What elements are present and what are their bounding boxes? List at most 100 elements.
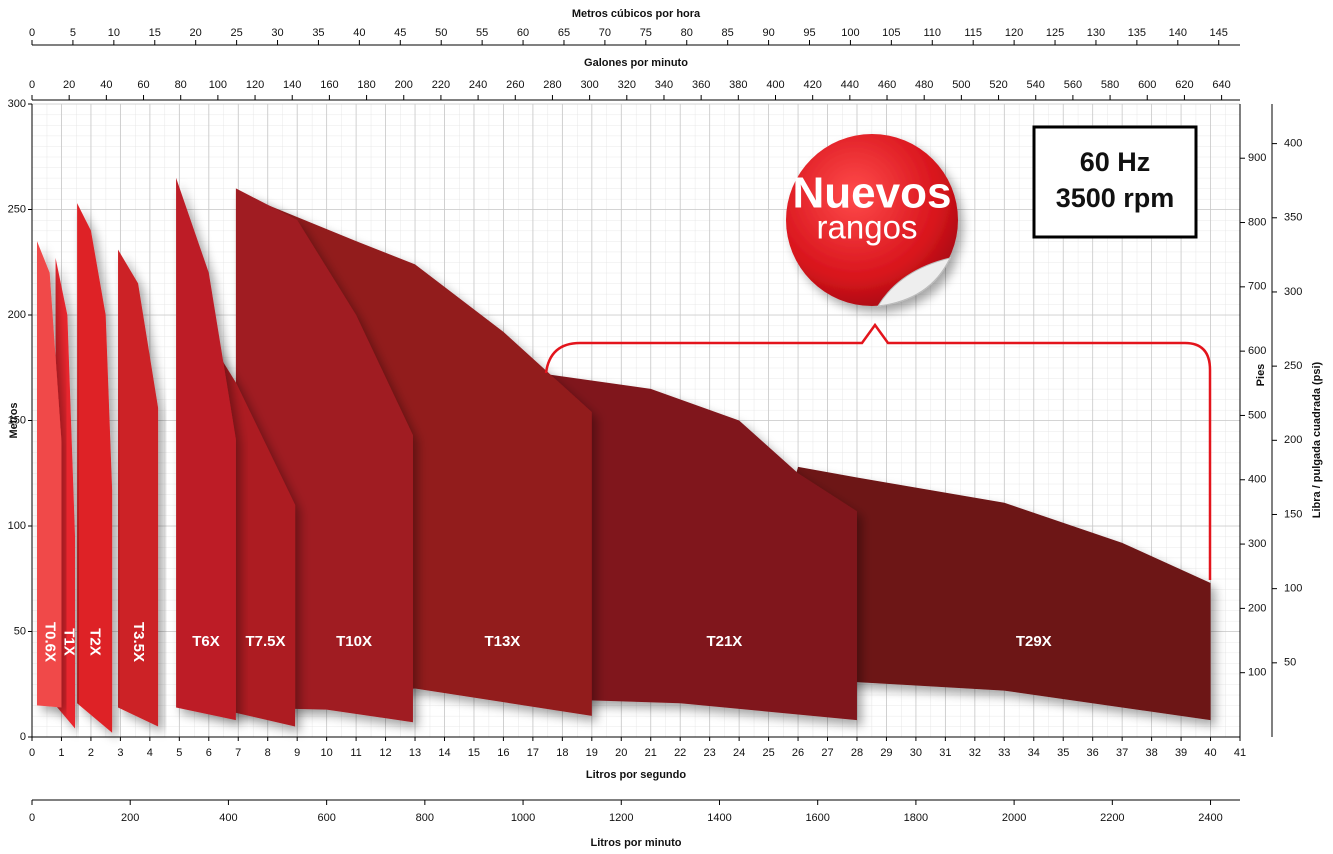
x-tick-label: 28 (851, 747, 863, 759)
top-tick-label: 55 (476, 27, 488, 39)
top-tick-label: 340 (655, 79, 673, 91)
y-tick-label: 200 (8, 309, 26, 321)
top-tick-label: 420 (803, 79, 821, 91)
top-axis-title: Galones por minuto (584, 57, 688, 69)
top-tick-label: 60 (517, 27, 529, 39)
x-tick-label: 22 (674, 747, 686, 759)
badge-line2: rangos (817, 209, 918, 246)
x-tick-label: 35 (1057, 747, 1069, 759)
x-tick-label: 4 (147, 747, 153, 759)
top-tick-label: 220 (432, 79, 450, 91)
bottom2-tick-label: 1800 (904, 812, 928, 824)
top-tick-label: 400 (766, 79, 784, 91)
x-tick-label: 33 (998, 747, 1010, 759)
series-label: T0.6X (41, 622, 58, 662)
top-tick-label: 500 (952, 79, 970, 91)
top-tick-label: 35 (312, 27, 324, 39)
right-tick-label: 800 (1248, 216, 1266, 228)
bottom2-tick-label: 800 (416, 812, 434, 824)
x-tick-label: 34 (1028, 747, 1040, 759)
top-tick-label: 540 (1027, 79, 1045, 91)
top-tick-label: 120 (246, 79, 264, 91)
y-tick-label: 0 (20, 731, 26, 743)
frequency: 60 Hz (1080, 147, 1151, 177)
x-tick-label: 24 (733, 747, 745, 759)
top-tick-label: 65 (558, 27, 570, 39)
x-tick-label: 39 (1175, 747, 1187, 759)
x-tick-label: 40 (1204, 747, 1216, 759)
bottom-axis2-title: Litros por minuto (590, 837, 681, 849)
x-tick-label: 1 (58, 747, 64, 759)
x-tick-label: 14 (438, 747, 450, 759)
top-tick-label: 580 (1101, 79, 1119, 91)
right-tick-label: 100 (1284, 583, 1302, 595)
bottom2-tick-label: 1400 (707, 812, 731, 824)
right-tick-label: 350 (1284, 212, 1302, 224)
bottom2-tick-label: 1200 (609, 812, 633, 824)
x-tick-label: 16 (497, 747, 509, 759)
top-tick-label: 520 (989, 79, 1007, 91)
top-tick-label: 640 (1212, 79, 1230, 91)
x-tick-label: 3 (117, 747, 123, 759)
bottom2-tick-label: 2400 (1198, 812, 1222, 824)
top-tick-label: 125 (1046, 27, 1064, 39)
bottom2-tick-label: 0 (29, 812, 35, 824)
top-tick-label: 620 (1175, 79, 1193, 91)
right-tick-label: 500 (1248, 409, 1266, 421)
right-tick-label: 300 (1248, 538, 1266, 550)
top-tick-label: 145 (1210, 27, 1228, 39)
top-tick-label: 360 (692, 79, 710, 91)
top-tick-label: 100 (209, 79, 227, 91)
y-tick-label: 50 (14, 625, 26, 637)
top-tick-label: 140 (1169, 27, 1187, 39)
speed: 3500 rpm (1056, 183, 1175, 213)
top-tick-label: 20 (190, 27, 202, 39)
x-axis-title: Litros por segundo (586, 769, 687, 781)
series-label: T1X (60, 628, 77, 656)
right-axis-title: Pies (1255, 364, 1267, 387)
x-tick-label: 8 (265, 747, 271, 759)
x-tick-label: 19 (586, 747, 598, 759)
top-tick-label: 5 (70, 27, 76, 39)
top-tick-label: 120 (1005, 27, 1023, 39)
top-tick-label: 80 (681, 27, 693, 39)
top-tick-label: 240 (469, 79, 487, 91)
top-tick-label: 10 (108, 27, 120, 39)
x-tick-label: 13 (409, 747, 421, 759)
top-tick-label: 130 (1087, 27, 1105, 39)
right-tick-label: 150 (1284, 508, 1302, 520)
x-tick-label: 20 (615, 747, 627, 759)
top-tick-label: 75 (640, 27, 652, 39)
y-tick-label: 100 (8, 520, 26, 532)
top-tick-label: 30 (271, 27, 283, 39)
top-tick-label: 45 (394, 27, 406, 39)
top-tick-label: 110 (923, 27, 941, 39)
top-tick-label: 140 (283, 79, 301, 91)
right-tick-label: 900 (1248, 152, 1266, 164)
x-tick-label: 27 (821, 747, 833, 759)
series-label: T10X (336, 633, 372, 650)
x-tick-label: 18 (556, 747, 568, 759)
x-tick-label: 25 (762, 747, 774, 759)
x-tick-label: 9 (294, 747, 300, 759)
top-tick-label: 380 (729, 79, 747, 91)
top-tick-label: 320 (618, 79, 636, 91)
top-tick-label: 80 (175, 79, 187, 91)
y-tick-label: 250 (8, 203, 26, 215)
x-tick-label: 17 (527, 747, 539, 759)
top-tick-label: 0 (29, 79, 35, 91)
top-tick-label: 40 (353, 27, 365, 39)
bottom2-tick-label: 400 (219, 812, 237, 824)
bottom2-tick-label: 1000 (511, 812, 535, 824)
top-tick-label: 180 (357, 79, 375, 91)
top-tick-label: 40 (100, 79, 112, 91)
series-label: T2X (87, 628, 104, 656)
x-tick-label: 10 (321, 747, 333, 759)
x-tick-label: 5 (176, 747, 182, 759)
y-tick-label: 300 (8, 98, 26, 110)
x-tick-label: 41 (1234, 747, 1246, 759)
top-tick-label: 100 (841, 27, 859, 39)
info-box (1034, 127, 1196, 237)
x-tick-label: 37 (1116, 747, 1128, 759)
top-axis-title: Metros cúbicos por hora (572, 8, 701, 20)
